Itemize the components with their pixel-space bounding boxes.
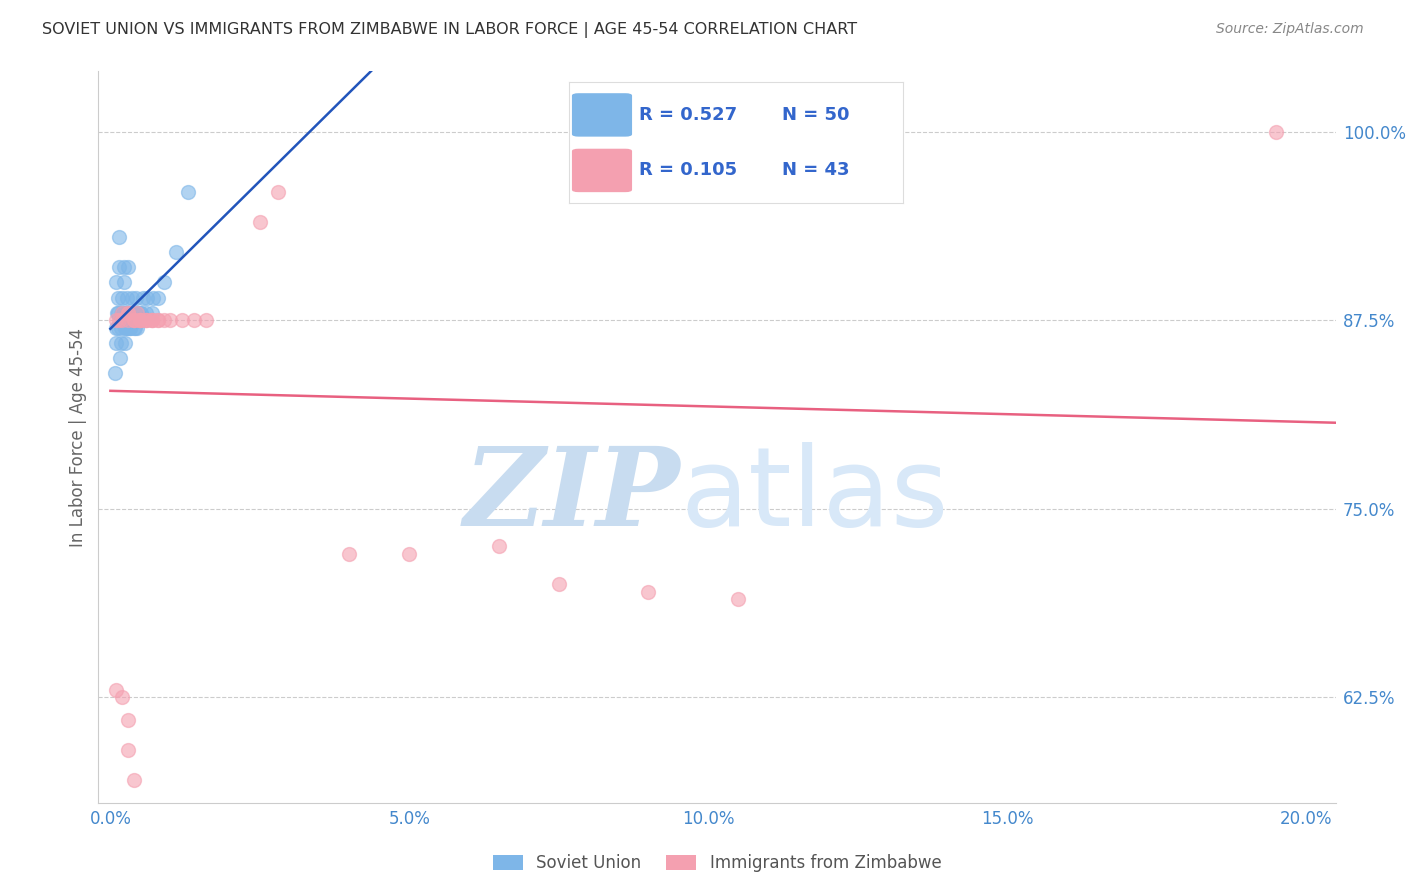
Point	[121, 291, 143, 305]
Point	[129, 313, 152, 327]
Point	[108, 230, 131, 244]
Point	[127, 306, 149, 320]
Point	[1264, 125, 1286, 139]
Point	[148, 313, 170, 327]
Point	[108, 313, 131, 327]
Point	[165, 245, 187, 260]
Point	[124, 313, 146, 327]
Point	[159, 313, 181, 327]
Point	[488, 540, 510, 554]
Point	[148, 291, 170, 305]
Point	[107, 291, 129, 305]
Point	[115, 306, 138, 320]
Point	[117, 320, 139, 334]
Point	[129, 306, 152, 320]
Point	[177, 185, 200, 199]
Point	[153, 276, 176, 290]
Point	[148, 313, 170, 327]
Point	[111, 306, 134, 320]
Point	[141, 306, 163, 320]
Point	[172, 313, 194, 327]
Point	[135, 313, 157, 327]
Point	[117, 713, 139, 727]
Point	[637, 584, 659, 599]
Point	[132, 291, 155, 305]
Point	[153, 313, 176, 327]
Point	[115, 320, 138, 334]
Point	[141, 313, 163, 327]
Point	[118, 320, 141, 334]
Point	[136, 291, 159, 305]
Point	[111, 313, 134, 327]
Point	[129, 313, 152, 327]
Point	[104, 366, 127, 380]
Text: ZIP: ZIP	[464, 442, 681, 549]
Point	[110, 335, 132, 350]
Point	[108, 351, 131, 365]
Point	[111, 306, 134, 320]
Point	[135, 306, 157, 320]
Point	[135, 313, 157, 327]
Point	[107, 320, 129, 334]
Text: atlas: atlas	[681, 442, 949, 549]
Point	[127, 306, 149, 320]
Point	[141, 313, 163, 327]
Point	[111, 291, 134, 305]
Point	[115, 306, 138, 320]
Point	[105, 276, 128, 290]
Point	[110, 320, 132, 334]
Text: Source: ZipAtlas.com: Source: ZipAtlas.com	[1216, 22, 1364, 37]
Point	[183, 313, 205, 327]
Point	[267, 185, 290, 199]
Point	[135, 313, 157, 327]
Point	[547, 577, 569, 591]
Point	[111, 306, 134, 320]
Point	[104, 320, 127, 334]
Point	[107, 306, 129, 320]
Point	[125, 291, 148, 305]
Point	[129, 313, 152, 327]
Point	[124, 313, 146, 327]
Point	[115, 291, 138, 305]
Point	[124, 320, 146, 334]
Point	[727, 592, 749, 607]
Point	[398, 547, 420, 561]
Point	[105, 306, 128, 320]
Point	[117, 313, 139, 327]
Point	[124, 313, 146, 327]
Point	[112, 276, 135, 290]
Point	[124, 320, 146, 334]
Point	[114, 335, 136, 350]
Point	[105, 682, 128, 697]
Text: SOVIET UNION VS IMMIGRANTS FROM ZIMBABWE IN LABOR FORCE | AGE 45-54 CORRELATION : SOVIET UNION VS IMMIGRANTS FROM ZIMBABWE…	[42, 22, 858, 38]
Y-axis label: In Labor Force | Age 45-54: In Labor Force | Age 45-54	[69, 327, 87, 547]
Point	[117, 260, 139, 275]
Point	[114, 320, 136, 334]
Point	[120, 306, 142, 320]
Point	[117, 306, 139, 320]
Point	[129, 313, 152, 327]
Point	[111, 306, 134, 320]
Point	[131, 306, 153, 320]
Point	[141, 313, 163, 327]
Point	[249, 215, 271, 229]
Point	[105, 335, 128, 350]
Point	[111, 690, 134, 705]
Point	[124, 306, 146, 320]
Point	[107, 260, 129, 275]
Point	[127, 320, 149, 334]
Point	[120, 306, 142, 320]
Point	[112, 260, 135, 275]
Point	[195, 313, 218, 327]
Point	[142, 291, 165, 305]
Legend: Soviet Union, Immigrants from Zimbabwe: Soviet Union, Immigrants from Zimbabwe	[486, 847, 948, 879]
Point	[105, 313, 128, 327]
Point	[120, 320, 142, 334]
Point	[117, 306, 139, 320]
Point	[339, 547, 361, 561]
Point	[124, 773, 146, 788]
Point	[117, 743, 139, 757]
Point	[117, 306, 139, 320]
